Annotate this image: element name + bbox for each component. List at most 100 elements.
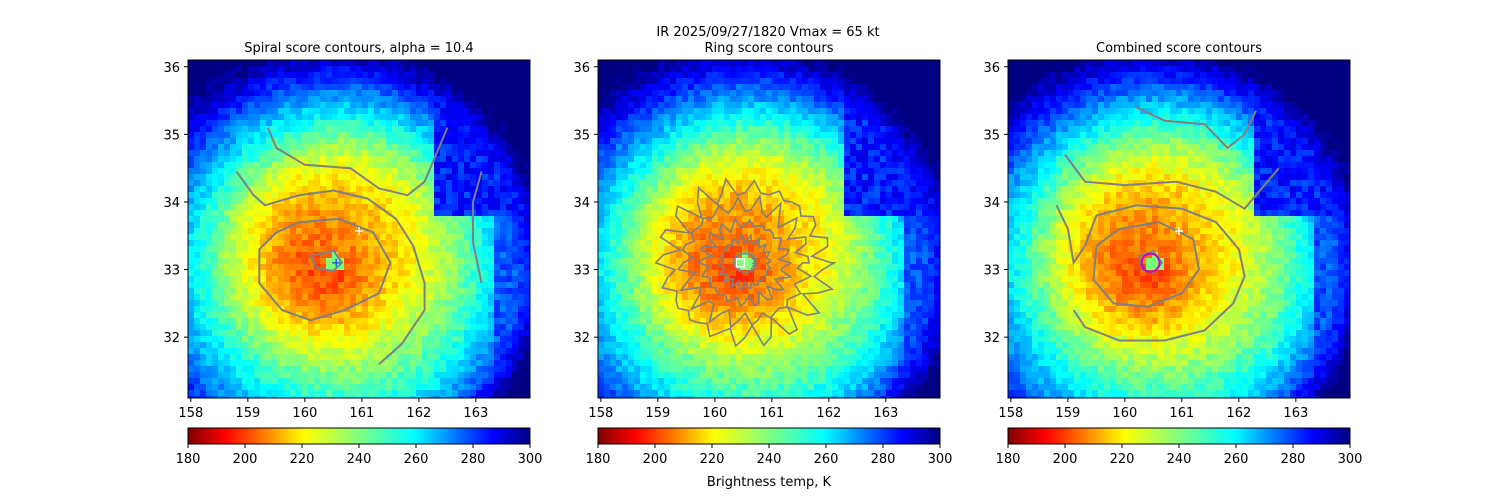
heatmap-cell — [446, 174, 452, 180]
heatmap-cell — [826, 66, 832, 72]
heatmap-cell — [308, 222, 314, 228]
heatmap-cell — [362, 264, 368, 270]
heatmap-cell — [506, 126, 512, 132]
heatmap-cell — [440, 306, 446, 312]
heatmap-cell — [524, 72, 530, 78]
heatmap-cell — [440, 102, 446, 108]
heatmap-cell — [230, 300, 236, 306]
heatmap-cell — [380, 252, 386, 258]
heatmap-cell — [350, 210, 356, 216]
colorbar-tick-label: 220 — [290, 452, 315, 467]
heatmap-cell — [374, 192, 380, 198]
heatmap-cell — [260, 60, 266, 66]
heatmap-cell — [688, 60, 694, 66]
heatmap-cell — [398, 120, 404, 126]
heatmap-cell — [272, 342, 278, 348]
heatmap-cell — [416, 60, 422, 66]
heatmap-cell — [886, 108, 892, 114]
heatmap-cell — [500, 264, 506, 270]
heatmap-cell — [482, 390, 488, 396]
heatmap-cell — [628, 96, 634, 102]
heatmap-cell — [272, 96, 278, 102]
heatmap-cell — [628, 144, 634, 150]
heatmap-cell — [374, 174, 380, 180]
heatmap-cell — [862, 228, 868, 234]
heatmap-cell — [748, 168, 754, 174]
heatmap-cell — [524, 132, 530, 138]
heatmap-cell — [422, 90, 428, 96]
heatmap-cell — [910, 162, 916, 168]
heatmap-cell — [670, 120, 676, 126]
heatmap-cell — [470, 378, 476, 384]
heatmap-cell — [338, 318, 344, 324]
heatmap-cell — [742, 174, 748, 180]
heatmap-cell — [778, 138, 784, 144]
heatmap-cell — [742, 84, 748, 90]
heatmap-cell — [308, 330, 314, 336]
heatmap-cell — [512, 96, 518, 102]
heatmap-cell — [320, 108, 326, 114]
heatmap-cell — [658, 96, 664, 102]
heatmap-cell — [404, 390, 410, 396]
heatmap-cell — [598, 90, 604, 96]
heatmap-cell — [404, 396, 410, 398]
heatmap-cell — [260, 66, 266, 72]
heatmap-cell — [628, 126, 634, 132]
heatmap-cell — [374, 354, 380, 360]
heatmap-cell — [892, 168, 898, 174]
heatmap-cell — [880, 168, 886, 174]
heatmap-cell — [350, 180, 356, 186]
heatmap-cell — [766, 90, 772, 96]
heatmap-cell — [392, 108, 398, 114]
heatmap-cell — [482, 318, 488, 324]
heatmap-cell — [880, 198, 886, 204]
heatmap-cell — [224, 198, 230, 204]
heatmap-cell — [422, 318, 428, 324]
heatmap-cell — [928, 192, 934, 198]
heatmap-cell — [368, 60, 374, 66]
heatmap-cell — [512, 372, 518, 378]
heatmap-cell — [350, 132, 356, 138]
heatmap-cell — [200, 210, 206, 216]
heatmap-cell — [266, 198, 272, 204]
heatmap-cell — [380, 174, 386, 180]
heatmap-cell — [284, 234, 290, 240]
heatmap-cell — [470, 318, 476, 324]
heatmap-cell — [670, 96, 676, 102]
heatmap-cell — [242, 264, 248, 270]
heatmap-cell — [188, 72, 194, 78]
heatmap-cell — [604, 102, 610, 108]
heatmap-cell — [506, 282, 512, 288]
heatmap-cell — [598, 132, 604, 138]
heatmap-cell — [422, 114, 428, 120]
heatmap-cell — [862, 132, 868, 138]
heatmap-cell — [482, 126, 488, 132]
heatmap-cell — [428, 348, 434, 354]
heatmap-cell — [604, 210, 610, 216]
heatmap-cell — [898, 204, 904, 210]
heatmap-cell — [254, 234, 260, 240]
heatmap-cell — [928, 138, 934, 144]
heatmap-cell — [266, 144, 272, 150]
heatmap-cell — [880, 120, 886, 126]
heatmap-cell — [832, 198, 838, 204]
heatmap-cell — [838, 174, 844, 180]
heatmap-cell — [284, 354, 290, 360]
heatmap-cell — [646, 168, 652, 174]
heatmap-cell — [524, 60, 530, 66]
heatmap-cell — [634, 228, 640, 234]
heatmap-cell — [808, 132, 814, 138]
heatmap-cell — [682, 162, 688, 168]
heatmap-cell — [266, 66, 272, 72]
heatmap-cell — [904, 198, 910, 204]
heatmap-cell — [272, 384, 278, 390]
heatmap-cell — [892, 72, 898, 78]
heatmap-cell — [290, 156, 296, 162]
heatmap-cell — [796, 186, 802, 192]
heatmap-cell — [500, 246, 506, 252]
heatmap-cell — [506, 78, 512, 84]
heatmap-cell — [482, 60, 488, 66]
heatmap-cell — [724, 102, 730, 108]
heatmap-cell — [730, 162, 736, 168]
heatmap-cell — [670, 126, 676, 132]
